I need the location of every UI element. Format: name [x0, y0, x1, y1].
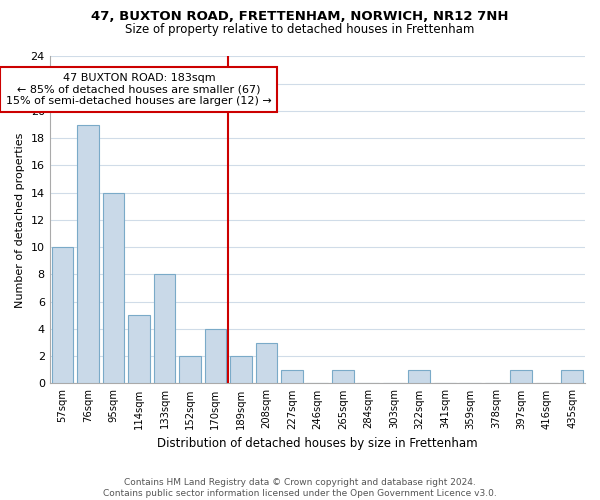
Bar — [409, 370, 430, 384]
Bar — [281, 370, 302, 384]
Bar — [154, 274, 175, 384]
Text: 47 BUXTON ROAD: 183sqm
← 85% of detached houses are smaller (67)
15% of semi-det: 47 BUXTON ROAD: 183sqm ← 85% of detached… — [6, 73, 272, 106]
Bar — [332, 370, 353, 384]
Y-axis label: Number of detached properties: Number of detached properties — [15, 132, 25, 308]
Bar — [562, 370, 583, 384]
Bar — [128, 316, 150, 384]
Bar — [511, 370, 532, 384]
X-axis label: Distribution of detached houses by size in Frettenham: Distribution of detached houses by size … — [157, 437, 478, 450]
Text: Size of property relative to detached houses in Frettenham: Size of property relative to detached ho… — [125, 22, 475, 36]
Bar — [52, 247, 73, 384]
Bar — [205, 329, 226, 384]
Bar — [179, 356, 201, 384]
Text: 47, BUXTON ROAD, FRETTENHAM, NORWICH, NR12 7NH: 47, BUXTON ROAD, FRETTENHAM, NORWICH, NR… — [91, 10, 509, 23]
Bar — [230, 356, 251, 384]
Bar — [256, 342, 277, 384]
Text: Contains HM Land Registry data © Crown copyright and database right 2024.
Contai: Contains HM Land Registry data © Crown c… — [103, 478, 497, 498]
Bar — [103, 192, 124, 384]
Bar — [77, 124, 99, 384]
